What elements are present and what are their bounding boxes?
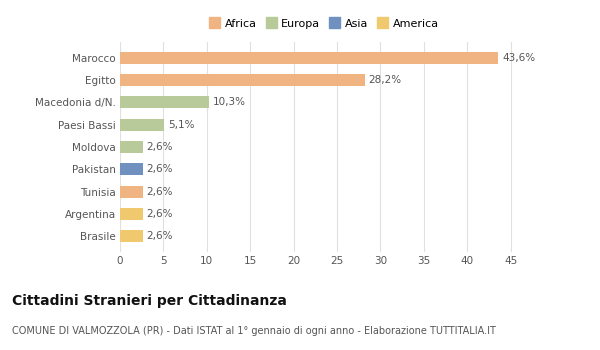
Bar (120, 230, 143, 243)
Text: Cittadini Stranieri per Cittadinanza: Cittadini Stranieri per Cittadinanza (12, 294, 287, 308)
Bar (120, 163, 143, 175)
Bar (120, 141, 143, 153)
Text: 2,6%: 2,6% (146, 164, 173, 174)
Bar (120, 96, 209, 108)
Text: 2,6%: 2,6% (146, 231, 173, 241)
Bar (120, 208, 143, 220)
Text: 2,6%: 2,6% (146, 142, 173, 152)
Text: 2,6%: 2,6% (146, 187, 173, 197)
Bar (120, 51, 499, 64)
Text: 43,6%: 43,6% (502, 53, 535, 63)
Legend: Africa, Europa, Asia, America: Africa, Europa, Asia, America (206, 15, 442, 32)
Text: 5,1%: 5,1% (168, 120, 194, 130)
Text: COMUNE DI VALMOZZOLA (PR) - Dati ISTAT al 1° gennaio di ogni anno - Elaborazione: COMUNE DI VALMOZZOLA (PR) - Dati ISTAT a… (12, 326, 496, 336)
Text: 2,6%: 2,6% (146, 209, 173, 219)
Text: 28,2%: 28,2% (368, 75, 401, 85)
Bar (120, 74, 365, 86)
Bar (120, 186, 143, 198)
Text: 10,3%: 10,3% (213, 97, 246, 107)
Bar (120, 119, 164, 131)
